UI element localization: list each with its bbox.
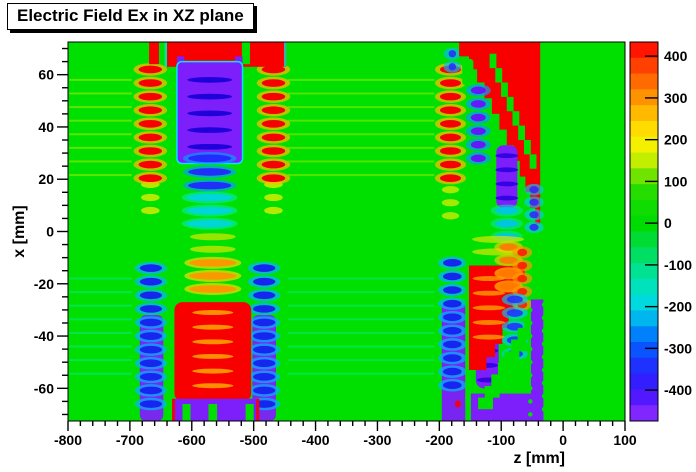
x-axis: -800 -700 -600 -500 -400 -300 -200 -100 0 100 z [m… xyxy=(54,421,637,467)
colorbar-cell xyxy=(630,278,658,296)
colorbar-cell xyxy=(630,57,658,75)
x-tick-label: 100 xyxy=(613,432,637,448)
colorbar-cell xyxy=(630,215,658,232)
x-tick-label: -100 xyxy=(487,432,515,448)
colorbar-cell xyxy=(630,105,658,122)
colorbar-tick-label: 400 xyxy=(664,48,688,64)
colorbar-cell xyxy=(630,152,658,169)
colorbar-tick-label: 300 xyxy=(664,90,688,106)
x-tick-label: -300 xyxy=(363,432,391,448)
colorbar-cell xyxy=(630,373,658,390)
colorbar-tick-label: -300 xyxy=(664,340,692,356)
colorbar-cell xyxy=(630,294,658,311)
y-axis-title: x [mm] xyxy=(11,205,28,257)
colorbar-cell xyxy=(630,231,658,248)
colorbar-cell xyxy=(630,89,658,106)
heatmap-plot-area xyxy=(68,42,625,421)
colorbar-cell xyxy=(630,120,658,138)
colorbar-cell xyxy=(630,136,658,154)
colorbar-cell xyxy=(630,357,658,375)
y-axis: -60 -40 -20 0 20 40 60 x [mm] xyxy=(11,47,68,416)
x-tick-label: -800 xyxy=(54,432,82,448)
y-tick-label: 20 xyxy=(38,171,54,187)
y-tick-label: 0 xyxy=(46,224,54,240)
x-tick-label: -200 xyxy=(425,432,453,448)
y-tick-label: 60 xyxy=(38,67,54,83)
x-tick-label: -400 xyxy=(302,432,330,448)
y-tick-label: -40 xyxy=(34,328,54,344)
x-tick-label: 0 xyxy=(559,432,567,448)
colorbar-tick-label: -400 xyxy=(664,382,692,398)
colorbar: 400 300 200 100 0 -100 -200 -300 -400 xyxy=(629,41,692,422)
colorbar-cell xyxy=(630,342,658,359)
colorbar-cell xyxy=(630,199,658,217)
y-tick-label: -60 xyxy=(34,380,54,396)
colorbar-tick-label: 100 xyxy=(664,173,688,189)
x-tick-label: -600 xyxy=(178,432,206,448)
colorbar-cell xyxy=(630,184,658,201)
colorbar-tick-label: -200 xyxy=(664,299,692,315)
x-tick-label: -500 xyxy=(240,432,268,448)
colorbar-cell xyxy=(630,310,658,327)
colorbar-cell xyxy=(630,247,658,264)
colorbar-cell xyxy=(630,326,658,343)
x-tick-label: -700 xyxy=(116,432,144,448)
colorbar-cell xyxy=(630,168,658,185)
colorbar-tick-label: 0 xyxy=(664,215,672,231)
colorbar-cell xyxy=(630,389,658,406)
colorbar-cell xyxy=(630,42,658,59)
x-axis-title: z [mm] xyxy=(513,450,565,467)
y-tick-label: 40 xyxy=(38,119,54,135)
colorbar-cell xyxy=(630,73,658,90)
plot-title: Electric Field Ex in XZ plane xyxy=(7,3,254,30)
y-tick-label: -20 xyxy=(34,276,54,292)
colorbar-cell xyxy=(630,405,658,422)
colorbar-tick-label: 200 xyxy=(664,132,688,148)
colorbar-tick-label: -100 xyxy=(664,257,692,273)
colorbar-cell xyxy=(630,263,658,280)
